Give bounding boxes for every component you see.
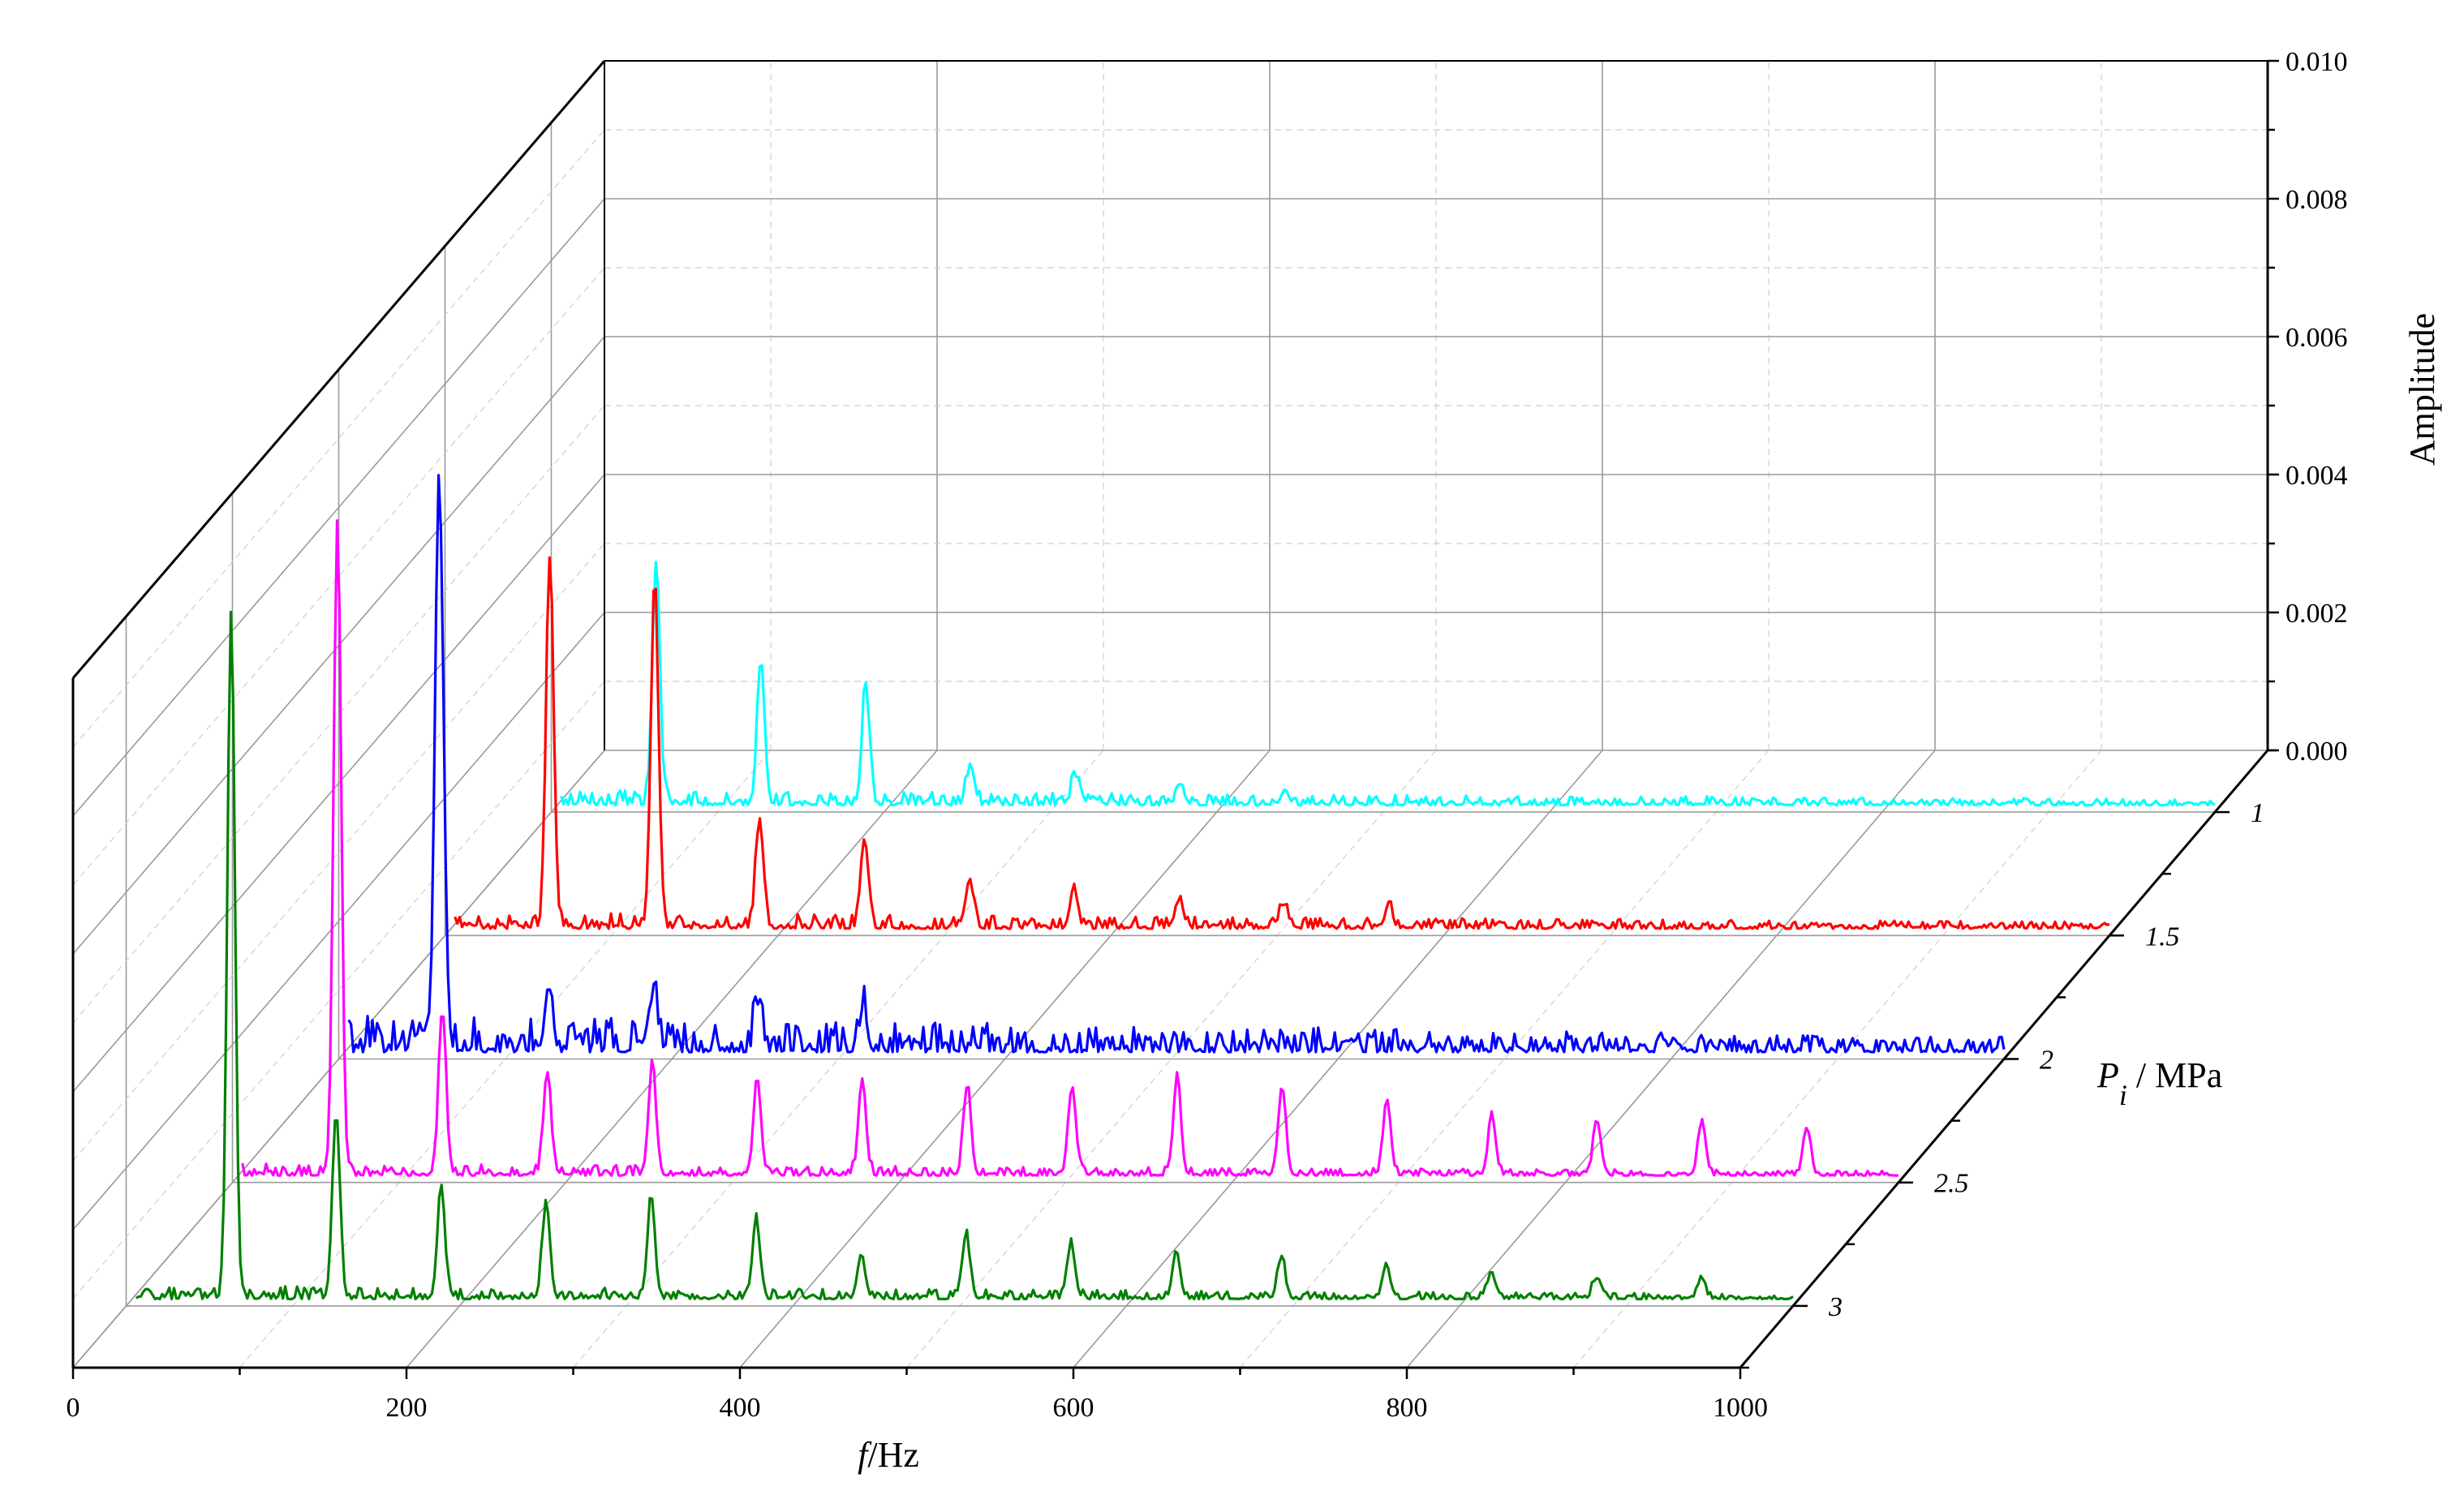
grid-line-left-z	[72, 198, 605, 817]
x-tick-label: 0	[67, 1393, 80, 1423]
frequency-axis-title: f/Hz	[858, 1435, 919, 1475]
series-line-2-5	[241, 519, 1899, 1177]
series-line-2	[347, 474, 2006, 1054]
z-tick-label: 0.010	[2286, 47, 2348, 77]
x-tick-label: 800	[1387, 1393, 1428, 1423]
series-line-3	[135, 610, 1794, 1300]
left-top-edge	[71, 60, 606, 679]
z-tick-label: 0.000	[2286, 737, 2348, 767]
z-tick-label: 0.002	[2286, 599, 2348, 629]
series-layer	[135, 474, 2216, 1300]
frequency-axis-unit: /Hz	[867, 1435, 919, 1475]
pressure-axis-symbol: P	[2096, 1055, 2119, 1095]
depth-tick-label: 2	[2040, 1046, 2053, 1076]
x-tick-label: 200	[386, 1393, 428, 1423]
x-tick-label: 600	[1053, 1393, 1094, 1423]
pressure-axis-subscript: i	[2119, 1079, 2127, 1111]
depth-tick-label: 2.5	[1934, 1169, 1969, 1199]
z-tick-label: 0.008	[2286, 185, 2348, 215]
amplitude-axis-title: Amplitude	[2402, 313, 2442, 466]
depth-tick-label: 1	[2251, 798, 2264, 828]
depth-tick-label: 1.5	[2145, 922, 2180, 952]
pressure-axis-unit: / MPa	[2127, 1055, 2222, 1095]
depth-tick-label: 3	[1828, 1292, 1843, 1322]
grid-line-left-z	[72, 474, 605, 1093]
x-tick-label: 400	[720, 1393, 761, 1423]
series-line-1-5	[454, 556, 2110, 930]
tick-marks	[71, 59, 2279, 1379]
grid-line-left-z	[72, 612, 605, 1231]
z-tick-label: 0.004	[2286, 461, 2348, 491]
series-line-1	[560, 561, 2216, 807]
pressure-axis-title: Pi / MPa	[2096, 1055, 2222, 1111]
axis-labels: 0 200 400 600 800 1000 0.000 0.002 0.004 0.006 0.0…	[67, 47, 2348, 1423]
z-tick-label: 0.006	[2286, 323, 2348, 353]
x-tick-label: 1000	[1713, 1393, 1768, 1423]
